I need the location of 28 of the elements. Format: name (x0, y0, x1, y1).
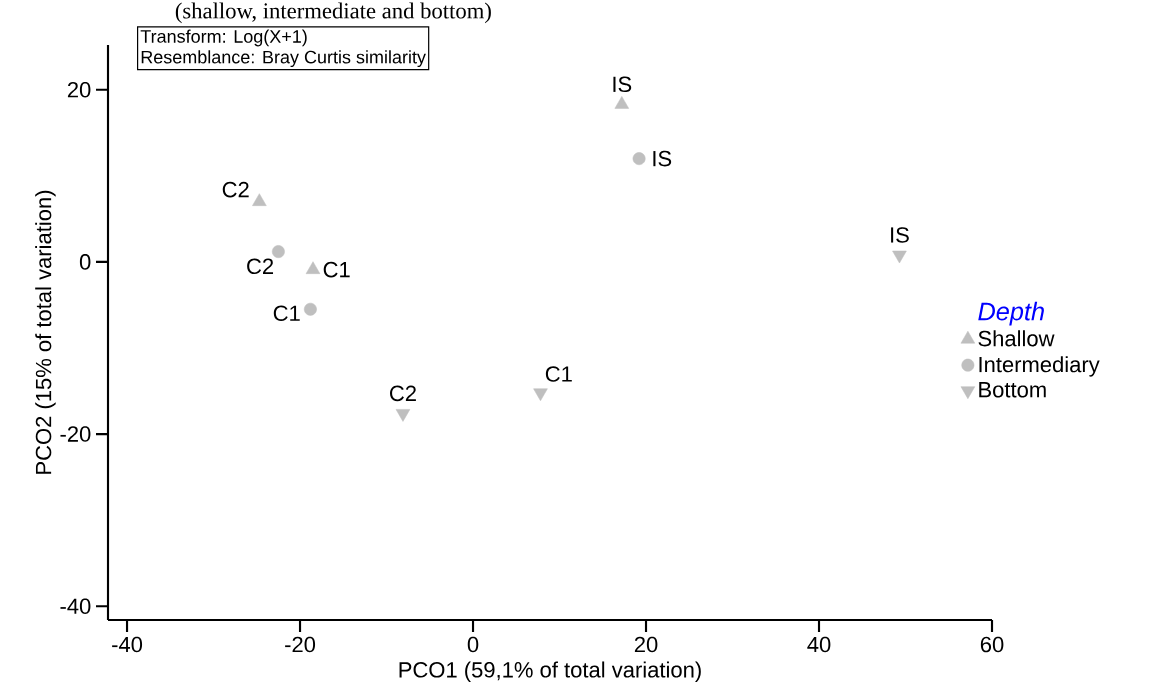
y-tick-label: -40 (60, 598, 91, 615)
data-label: C2 (222, 181, 249, 198)
x-tick-label: -40 (112, 636, 143, 653)
legend-label: Bottom (979, 382, 1046, 398)
annotation: Resemblance: Bray Curtis similarity (141, 50, 426, 68)
annotation: Transform: Log(X+1) (140, 29, 307, 47)
data-label: IS (891, 227, 909, 243)
y-axis-title: PCO2 (15% of total variation) (35, 190, 56, 474)
y-tick-label: 0 (79, 254, 91, 270)
y-tick-label: 20 (67, 81, 91, 98)
data-label: C2 (247, 258, 274, 275)
x-tick-label: 0 (467, 636, 479, 653)
x-axis-title: PCO1 (59,1% of total variation) (399, 661, 701, 682)
y-tick-label: -20 (60, 426, 91, 442)
chart-title: (shallow, intermediate and bottom) (175, 2, 491, 24)
x-tick-label: 60 (980, 636, 1004, 653)
data-label: C1 (273, 305, 300, 322)
legend-label: Shallow (978, 330, 1055, 347)
legend-label: Intermediary (979, 356, 1100, 377)
data-label: IS (653, 150, 672, 167)
x-tick-label: 20 (634, 636, 658, 653)
data-label: C2 (390, 385, 416, 402)
x-tick-label: -20 (285, 636, 316, 653)
data-label: C1 (323, 261, 350, 278)
data-label: IS (613, 76, 632, 93)
legend-title: Depth (978, 301, 1044, 326)
data-label: C1 (545, 366, 572, 382)
x-tick-label: 40 (807, 636, 831, 653)
